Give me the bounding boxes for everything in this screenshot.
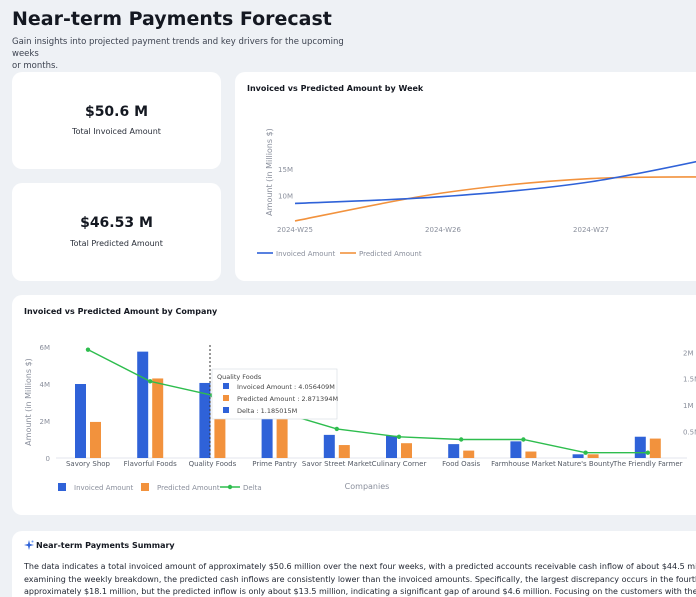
company-y-tick: 0 [46,455,50,463]
summary-line: approximately $18.1 million, but the pre… [24,587,696,596]
tooltip-invoiced-swatch [223,383,229,389]
company-y2-tick: 0.5M [683,429,696,437]
summary-line: examining the weekly breakdown, the pred… [24,574,696,584]
company-x-tick: Flavorful Foods [124,460,177,468]
company-y2-tick: 2M [683,349,694,357]
company-x-tick: Savor Street Market [302,460,372,468]
kpi-value-predicted: $46.53 M [80,215,153,231]
bar-invoiced[interactable] [75,384,86,458]
page-subtitle: Gain insights into projected payment tre… [12,36,352,72]
company-y-tick: 6M [40,344,51,352]
company-x-tick: Quality Foods [189,460,237,468]
tooltip-invoiced: Invoiced Amount : 4.056409M [237,383,335,391]
legend-predicted-label[interactable]: Predicted Amount [359,250,422,258]
summary-title: Near-term Payments Summary [36,541,175,550]
tooltip-delta-swatch [223,407,229,413]
weekly-series-predicted-line[interactable] [294,176,696,222]
legend-invoiced-label[interactable]: Invoiced Amount [74,484,133,492]
weekly-y-tick: 10M [278,193,293,201]
weekly-chart-panel: Invoiced vs Predicted Amount by Week Amo… [235,72,696,281]
bar-predicted[interactable] [214,404,226,458]
company-x-tick: The Friendly Farmer [612,460,683,468]
company-x-tick: Prime Pantry [252,460,297,468]
company-y-tick: 4M [40,381,51,389]
kpi-card-total-predicted: $46.53 M Total Predicted Amount [12,183,221,281]
kpi-label-predicted: Total Predicted Amount [70,239,163,248]
bar-invoiced[interactable] [572,454,584,458]
kpi-card-total-invoiced: $50.6 M Total Invoiced Amount [12,72,221,169]
delta-point[interactable] [645,450,650,455]
company-y2-tick: 1.5M [683,376,696,384]
company-x-tick: Culinary Corner [372,460,427,468]
bar-predicted[interactable] [276,419,288,458]
company-y-tick: 2M [40,418,51,426]
legend-predicted-swatch [141,483,149,491]
legend-delta-label[interactable]: Delta [243,484,262,492]
company-chart-panel: Invoiced vs Predicted Amount by Company … [12,295,696,515]
bar-invoiced[interactable] [323,434,335,458]
bar-invoiced[interactable] [261,402,273,459]
bar-predicted[interactable] [338,445,350,458]
delta-point[interactable] [396,434,402,440]
delta-point[interactable] [334,426,339,432]
company-combo-chart[interactable]: Amount (in Millions $) 0 2M 4M 6M 0.5M 1M 1.5… [12,295,696,515]
summary-panel: Near-term Payments Summary The data indi… [12,531,696,597]
weekly-x-tick: 2024-W25 [277,226,313,234]
bar-invoiced[interactable] [510,441,522,458]
delta-point[interactable] [521,437,526,442]
bar-predicted[interactable] [90,421,101,458]
company-x-axis-label: Companies [345,482,390,491]
tooltip-predicted-swatch [223,395,229,401]
delta-point[interactable] [148,379,153,384]
company-x-tick: Farmhouse Market [491,460,556,468]
summary-line: The data indicates a total invoiced amou… [24,562,696,571]
legend-invoiced-label[interactable]: Invoiced Amount [276,250,335,258]
kpi-value-invoiced: $50.6 M [84,104,149,120]
legend-invoiced-swatch [58,483,66,491]
bar-predicted[interactable] [649,438,661,458]
summary-text: The data indicates a total invoiced amou… [24,561,696,597]
bar-predicted[interactable] [401,443,412,458]
kpi-label-invoiced: Total Invoiced Amount [72,127,161,136]
delta-series-line[interactable] [87,349,648,454]
bar-invoiced[interactable] [386,435,397,458]
delta-point[interactable] [459,437,464,442]
bar-invoiced[interactable] [199,382,211,458]
company-y-axis-label: Amount (in Millions $) [24,358,33,446]
company-legend: Invoiced Amount Predicted Amount Delta [58,483,262,492]
bar-predicted[interactable] [525,451,537,458]
tooltip-title: Quality Foods [217,373,262,381]
weekly-chart-title: Invoiced vs Predicted Amount by Week [247,84,424,93]
weekly-y-tick: 15M [278,166,293,174]
page-subtitle-line-1: Gain insights into projected payment tre… [12,37,344,59]
weekly-legend: Invoiced Amount Predicted Amount [257,250,422,258]
company-x-tick: Nature's Bounty [557,460,613,468]
company-chart-title: Invoiced vs Predicted Amount by Company [24,307,218,316]
bar-predicted[interactable] [463,450,475,458]
bar-invoiced[interactable] [634,436,646,458]
company-x-tick: Food Oasis [442,460,480,468]
tooltip-box [211,368,338,420]
tooltip-delta: Delta : 1.185015M [237,407,297,415]
company-y2-tick: 1M [683,402,694,410]
weekly-y-axis-label: Amount (in Millions $) [265,128,274,216]
chart-tooltip: Quality Foods Invoiced Amount : 4.056409… [211,368,338,420]
sparkle-icon [24,540,34,550]
legend-delta-marker [227,484,233,490]
bar-predicted[interactable] [152,378,164,458]
legend-predicted-label[interactable]: Predicted Amount [157,484,220,492]
tooltip-predicted: Predicted Amount : 2.871394M [237,395,338,403]
company-x-tick: Savory Shop [66,460,111,468]
delta-point[interactable] [583,450,588,455]
weekly-series-invoiced-line[interactable] [294,153,696,205]
page-subtitle-line-2: or months. [12,61,59,71]
weekly-line-chart[interactable]: Amount (in Millions $) 10M 15M 2024-W25 … [235,72,696,281]
weekly-x-tick: 2024-W27 [573,226,609,234]
weekly-x-tick: 2024-W26 [425,226,461,234]
bar-predicted[interactable] [587,454,599,458]
bar-invoiced[interactable] [137,351,149,458]
page-title: Near-term Payments Forecast [12,8,332,30]
delta-point[interactable] [85,347,91,352]
bar-invoiced[interactable] [448,444,460,458]
